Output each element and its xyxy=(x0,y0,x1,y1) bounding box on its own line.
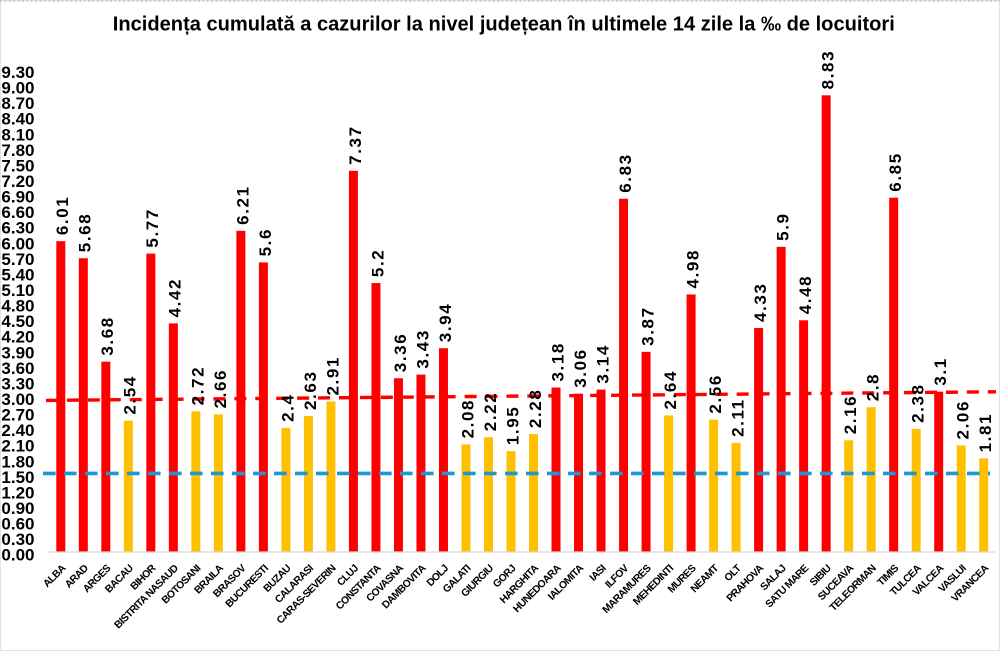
svg-text:6.85: 6.85 xyxy=(886,152,905,192)
svg-text:3.00: 3.00 xyxy=(1,390,34,409)
svg-text:2.56: 2.56 xyxy=(706,374,725,414)
svg-text:2.4: 2.4 xyxy=(278,393,297,421)
svg-text:6.21: 6.21 xyxy=(233,185,252,225)
svg-text:4.20: 4.20 xyxy=(1,328,34,347)
svg-text:7.50: 7.50 xyxy=(1,157,34,176)
svg-text:5.10: 5.10 xyxy=(1,281,34,300)
svg-text:2.22: 2.22 xyxy=(481,392,500,432)
svg-text:2.70: 2.70 xyxy=(1,406,34,425)
svg-text:2.91: 2.91 xyxy=(323,356,342,396)
svg-text:4.42: 4.42 xyxy=(166,278,185,318)
svg-text:0.60: 0.60 xyxy=(1,515,34,534)
svg-text:5.2: 5.2 xyxy=(368,249,387,277)
svg-text:2.54: 2.54 xyxy=(121,375,140,415)
svg-text:7.20: 7.20 xyxy=(1,172,34,191)
svg-text:2.16: 2.16 xyxy=(841,395,860,435)
svg-text:5.40: 5.40 xyxy=(1,265,34,284)
svg-text:2.11: 2.11 xyxy=(729,398,748,437)
svg-text:Incidența cumulată a cazurilor: Incidența cumulată a cazurilor la nivel … xyxy=(113,14,895,36)
svg-text:2.08: 2.08 xyxy=(458,399,477,439)
svg-text:4.48: 4.48 xyxy=(796,275,815,315)
svg-text:3.18: 3.18 xyxy=(548,342,567,382)
svg-text:0.30: 0.30 xyxy=(1,530,34,549)
svg-text:2.38: 2.38 xyxy=(909,383,928,423)
svg-text:2.8: 2.8 xyxy=(864,373,883,401)
svg-text:4.80: 4.80 xyxy=(1,297,34,316)
svg-text:3.60: 3.60 xyxy=(1,359,34,378)
svg-text:3.87: 3.87 xyxy=(638,306,657,346)
svg-text:0.90: 0.90 xyxy=(1,499,34,518)
svg-text:6.60: 6.60 xyxy=(1,203,34,222)
svg-text:5.77: 5.77 xyxy=(143,208,162,248)
svg-text:2.10: 2.10 xyxy=(1,437,34,456)
svg-text:4.50: 4.50 xyxy=(1,312,34,331)
svg-text:3.68: 3.68 xyxy=(98,316,117,356)
svg-text:8.40: 8.40 xyxy=(1,110,34,129)
svg-text:5.6: 5.6 xyxy=(256,228,275,256)
svg-text:2.63: 2.63 xyxy=(301,370,320,410)
svg-text:3.1: 3.1 xyxy=(931,357,950,385)
svg-text:3.90: 3.90 xyxy=(1,343,34,362)
svg-text:1.50: 1.50 xyxy=(1,468,34,487)
svg-text:3.43: 3.43 xyxy=(413,329,432,369)
svg-text:7.80: 7.80 xyxy=(1,141,34,160)
svg-text:3.30: 3.30 xyxy=(1,374,34,393)
svg-text:9.00: 9.00 xyxy=(1,79,34,98)
svg-text:1.95: 1.95 xyxy=(503,406,522,446)
svg-text:6.01: 6.01 xyxy=(53,196,72,236)
svg-text:3.14: 3.14 xyxy=(593,344,612,384)
svg-text:1.80: 1.80 xyxy=(1,452,34,471)
svg-text:1.20: 1.20 xyxy=(1,483,34,502)
svg-text:2.72: 2.72 xyxy=(188,366,207,406)
svg-text:5.70: 5.70 xyxy=(1,250,34,269)
svg-text:8.70: 8.70 xyxy=(1,94,34,113)
svg-text:5.9: 5.9 xyxy=(774,212,793,240)
svg-text:0.00: 0.00 xyxy=(1,546,34,565)
svg-text:1.81: 1.81 xyxy=(976,413,995,453)
svg-text:3.36: 3.36 xyxy=(391,333,410,373)
svg-text:8.83: 8.83 xyxy=(819,50,838,90)
svg-text:2.40: 2.40 xyxy=(1,421,34,440)
svg-text:3.06: 3.06 xyxy=(571,348,590,388)
svg-text:8.10: 8.10 xyxy=(1,125,34,144)
svg-text:2.28: 2.28 xyxy=(526,389,545,429)
svg-text:2.64: 2.64 xyxy=(661,370,680,410)
svg-text:6.90: 6.90 xyxy=(1,188,34,207)
svg-text:6.30: 6.30 xyxy=(1,219,34,238)
svg-text:4.98: 4.98 xyxy=(683,249,702,289)
svg-text:2.06: 2.06 xyxy=(954,400,973,440)
svg-text:5.68: 5.68 xyxy=(76,213,95,252)
svg-text:2.66: 2.66 xyxy=(211,369,230,409)
svg-text:9.30: 9.30 xyxy=(1,63,34,82)
svg-text:7.37: 7.37 xyxy=(346,125,365,165)
svg-text:3.94: 3.94 xyxy=(436,303,455,343)
svg-text:6.83: 6.83 xyxy=(616,153,635,193)
svg-text:6.00: 6.00 xyxy=(1,234,34,253)
svg-text:4.33: 4.33 xyxy=(751,283,770,323)
